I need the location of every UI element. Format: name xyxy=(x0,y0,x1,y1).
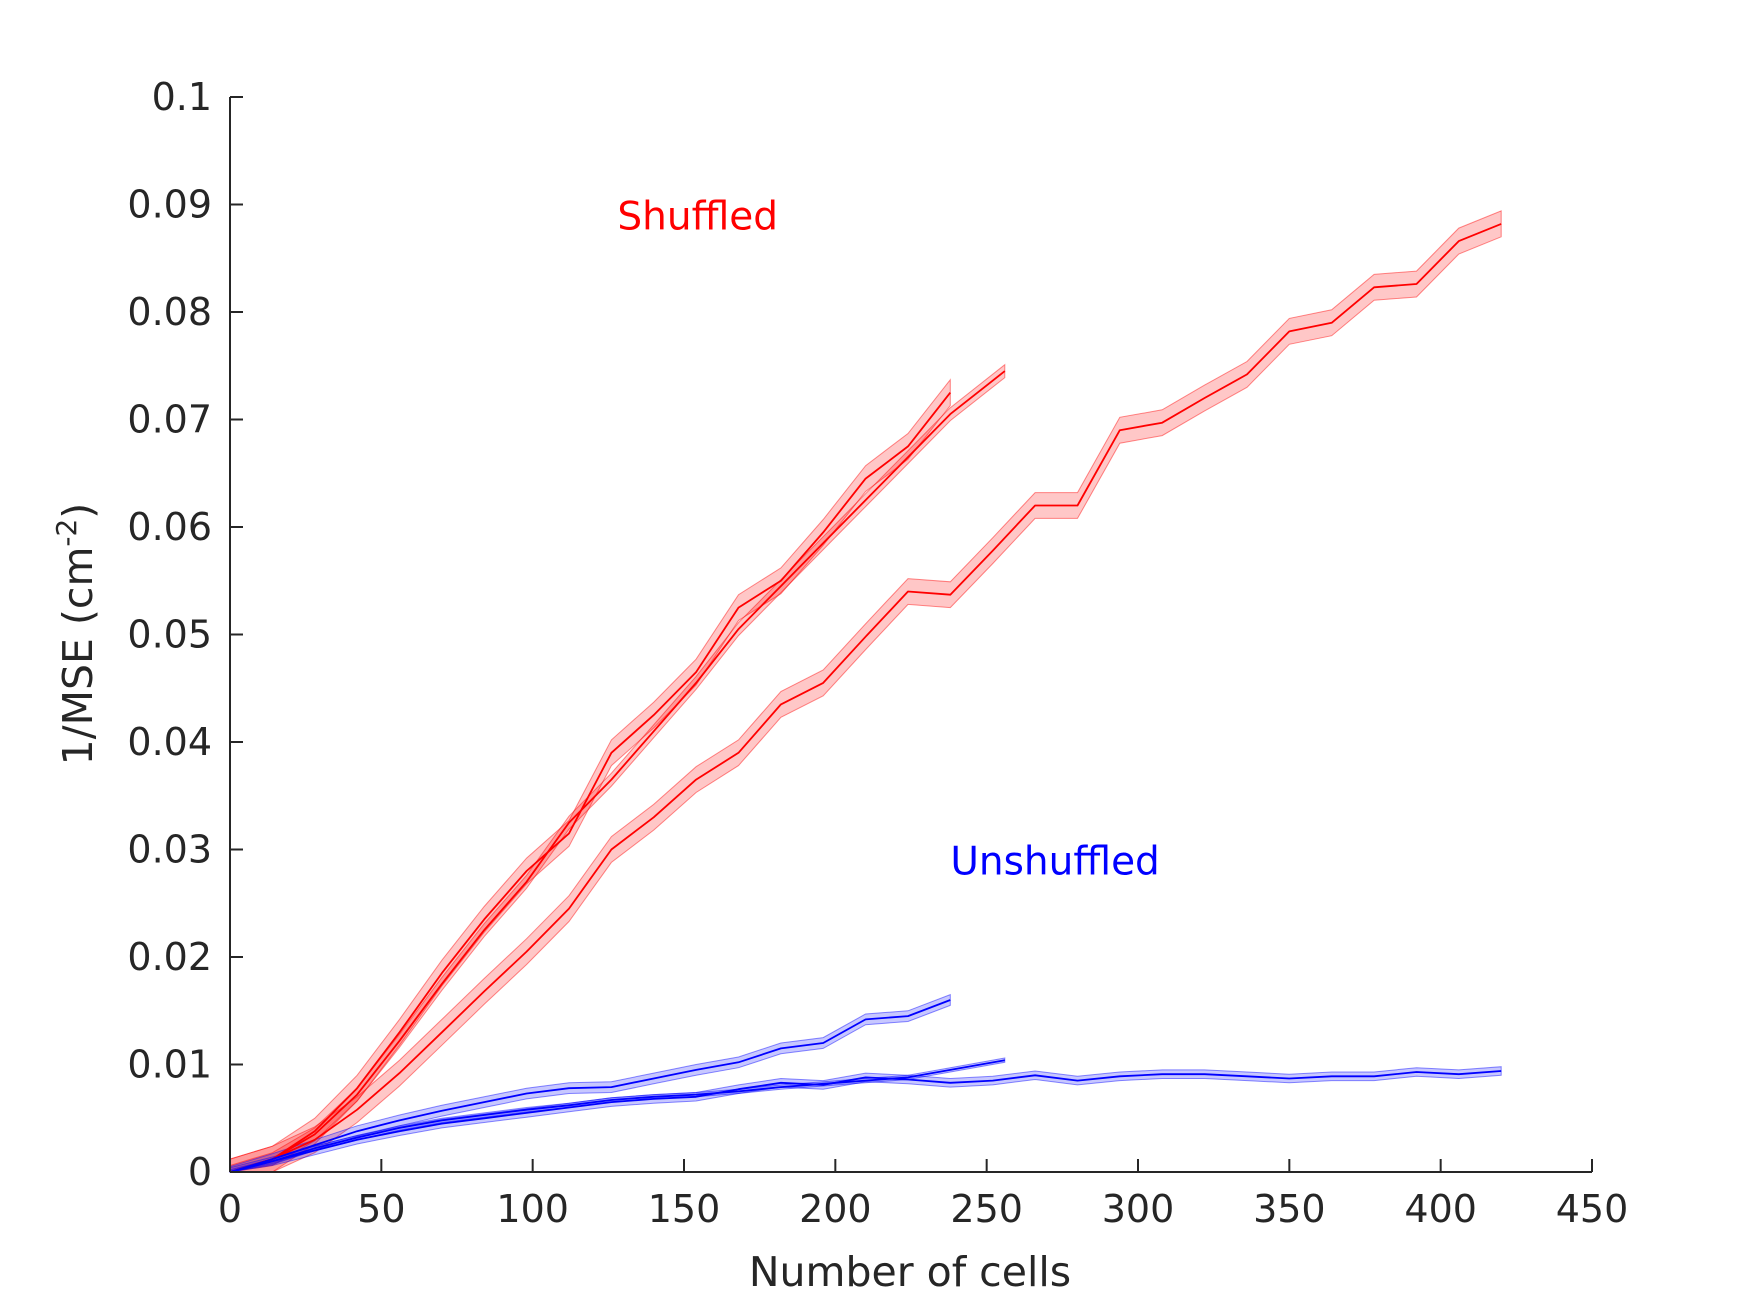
series-lines xyxy=(229,223,1502,1173)
series-band-1 xyxy=(229,363,1006,1173)
series-line-1 xyxy=(229,370,1006,1173)
x-tick-label: 450 xyxy=(1556,1187,1629,1231)
series-line-5 xyxy=(229,1070,1502,1173)
series-band-2 xyxy=(229,210,1502,1173)
series-line-4 xyxy=(229,1059,1005,1173)
y-axis-title-close: ) xyxy=(54,503,102,519)
y-ticks: 0 0.01 0.02 0.03 0.04 0.05 0.06 0.07 0.08 0.09 0.1 xyxy=(127,75,243,1194)
x-ticks: 0 50 100 150 200 250 300 350 400 450 xyxy=(218,1159,1628,1231)
x-tick-label: 300 xyxy=(1102,1187,1175,1231)
annotations: Shuffled Unshuffled xyxy=(617,194,1159,884)
x-axis-title: Number of cells xyxy=(749,1248,1071,1296)
annotation-shuffled: Shuffled xyxy=(617,194,778,239)
y-tick-label: 0.09 xyxy=(127,183,212,227)
series-band-0 xyxy=(229,378,951,1173)
x-tick-label: 250 xyxy=(950,1187,1023,1231)
x-tick-label: 350 xyxy=(1253,1187,1326,1231)
confidence-bands xyxy=(229,210,1502,1173)
y-tick-label: 0.01 xyxy=(127,1043,212,1087)
series-band-3 xyxy=(229,993,951,1173)
series-line-0 xyxy=(229,392,952,1173)
y-tick-label: 0.05 xyxy=(127,613,212,657)
series-band-4 xyxy=(229,1057,1006,1173)
y-tick-label: 0.07 xyxy=(127,398,212,442)
y-axis-title-main: 1/MSE (cm xyxy=(54,547,102,766)
x-tick-label: 100 xyxy=(496,1187,569,1231)
x-tick-label: 150 xyxy=(648,1187,721,1231)
series-band-5 xyxy=(229,1066,1502,1173)
y-axis-title: 1/MSE (cm-2) xyxy=(50,503,102,766)
y-tick-label: 0 xyxy=(188,1150,212,1194)
series-line-2 xyxy=(229,223,1502,1173)
y-tick-label: 0.06 xyxy=(127,505,212,549)
y-tick-label: 0.02 xyxy=(127,935,212,979)
y-tick-label: 0.08 xyxy=(127,290,212,334)
y-tick-label: 0.04 xyxy=(127,720,212,764)
series-line-3 xyxy=(229,999,951,1173)
x-tick-label: 400 xyxy=(1404,1187,1477,1231)
y-tick-label: 0.03 xyxy=(127,828,212,872)
annotation-unshuffled: Unshuffled xyxy=(950,839,1159,884)
y-tick-label: 0.1 xyxy=(152,75,212,119)
x-tick-label: 200 xyxy=(799,1187,872,1231)
x-tick-label: 0 xyxy=(218,1187,242,1231)
y-axis-title-superscript: -2 xyxy=(50,519,83,547)
x-tick-label: 50 xyxy=(357,1187,405,1231)
